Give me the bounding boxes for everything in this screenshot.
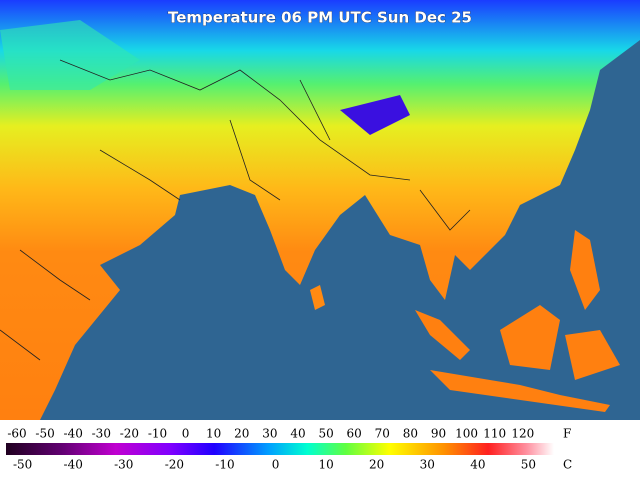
color-bar [6, 443, 554, 455]
celsius-label: 50 [521, 458, 536, 472]
fahrenheit-label: -40 [64, 427, 83, 441]
celsius-unit: C [563, 458, 572, 472]
fahrenheit-unit: F [563, 427, 571, 441]
map-title: Temperature 06 PM UTC Sun Dec 25 [168, 9, 472, 27]
celsius-label: -20 [165, 458, 184, 472]
celsius-label: 10 [318, 458, 333, 472]
fahrenheit-label: 60 [347, 427, 362, 441]
fahrenheit-label: 70 [375, 427, 390, 441]
fahrenheit-label: -20 [120, 427, 139, 441]
fahrenheit-label: 20 [234, 427, 249, 441]
fahrenheit-label: 120 [511, 427, 534, 441]
fahrenheit-label: 50 [318, 427, 333, 441]
fahrenheit-label: -10 [148, 427, 167, 441]
celsius-label: 40 [470, 458, 485, 472]
celsius-label: -50 [13, 458, 32, 472]
fahrenheit-label: 100 [455, 427, 478, 441]
fahrenheit-label: -30 [92, 427, 111, 441]
celsius-label: -40 [64, 458, 83, 472]
fahrenheit-label: 90 [431, 427, 446, 441]
celsius-label: 30 [420, 458, 435, 472]
fahrenheit-label: 40 [290, 427, 305, 441]
celsius-label: -30 [114, 458, 133, 472]
fahrenheit-label: 80 [403, 427, 418, 441]
celsius-label: 20 [369, 458, 384, 472]
celsius-label: -10 [215, 458, 234, 472]
fahrenheit-label: -60 [7, 427, 26, 441]
fahrenheit-label: 0 [182, 427, 190, 441]
fahrenheit-label: 30 [262, 427, 277, 441]
fahrenheit-label: 10 [206, 427, 221, 441]
land [0, 0, 640, 420]
borders [0, 59, 471, 361]
celsius-label: 0 [272, 458, 280, 472]
fahrenheit-label: -50 [35, 427, 54, 441]
fahrenheit-label: 110 [483, 427, 506, 441]
